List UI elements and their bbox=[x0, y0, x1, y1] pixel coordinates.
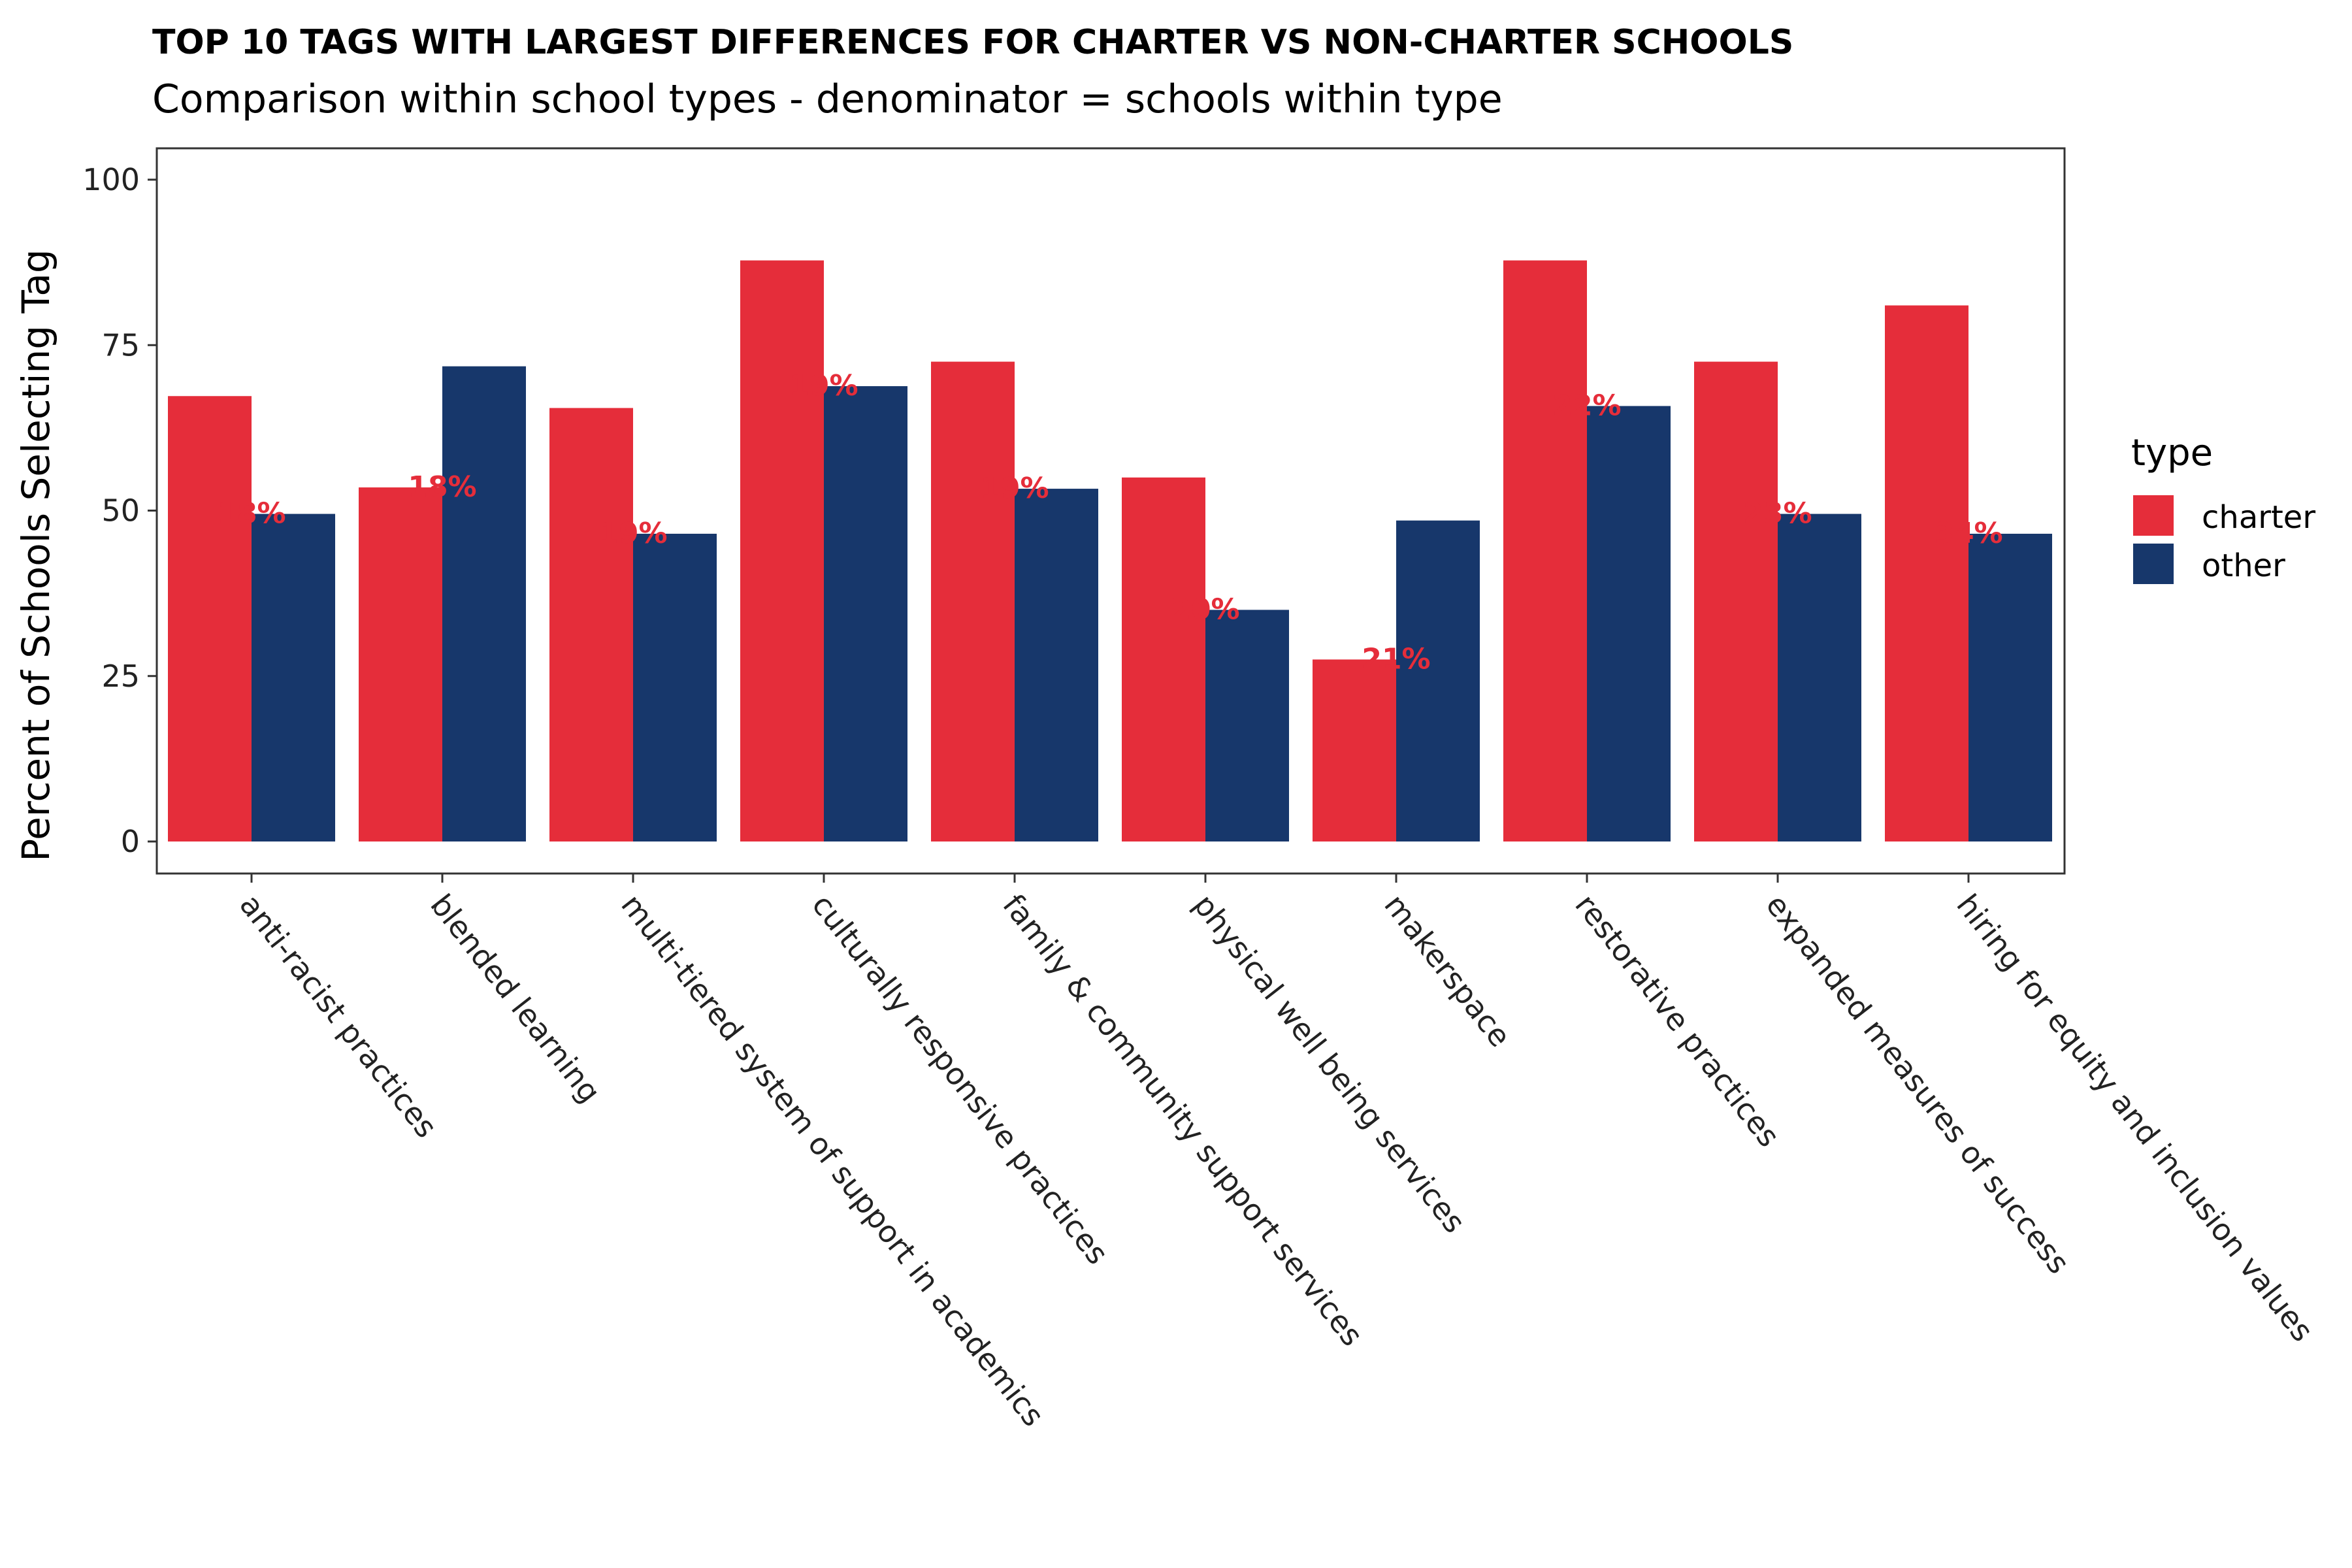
data-label-multi-tiered-system-of-support-in-academics: 19% bbox=[598, 517, 667, 550]
y-tick-label-0: 0 bbox=[121, 824, 140, 859]
bar-other-multi-tiered-system-of-support-in-academics bbox=[633, 533, 717, 841]
legend: type charter other bbox=[2131, 432, 2315, 584]
y-axis: 0 25 50 75 100 bbox=[82, 162, 157, 859]
x-tick-label-anti-racist-practices: anti-racist practices bbox=[233, 888, 444, 1145]
legend-swatch-charter bbox=[2133, 495, 2174, 536]
data-label-culturally-responsive-practices: 19% bbox=[789, 369, 858, 402]
bar-other-makerspace bbox=[1396, 520, 1480, 841]
legend-label-charter: charter bbox=[2202, 499, 2315, 536]
y-tick-label-75: 75 bbox=[101, 327, 140, 363]
bar-other-physical-well-being-services bbox=[1205, 610, 1289, 841]
x-tick-label-multi-tiered-system-of-support-in-academics: multi-tiered system of support in academ… bbox=[614, 888, 1051, 1433]
bar-charter-culturally-responsive-practices bbox=[740, 260, 824, 841]
y-tick-label-25: 25 bbox=[101, 659, 140, 694]
bar-charter-hiring-for-equity-and-inclusion-values bbox=[1885, 305, 1968, 842]
bar-charter-restorative-practices bbox=[1503, 260, 1587, 841]
bar-other-family-community-support-services bbox=[1015, 489, 1098, 841]
data-label-blended-learning: 18% bbox=[408, 470, 476, 504]
x-tick-label-blended-learning: blended learning bbox=[423, 888, 608, 1109]
data-label-hiring-for-equity-and-inclusion-values: 34% bbox=[1934, 517, 2002, 550]
bar-other-expanded-measures-of-success bbox=[1778, 514, 1861, 841]
x-tick-label-expanded-measures-of-success: expanded measures of success bbox=[1759, 888, 2076, 1281]
bar-charter-expanded-measures-of-success bbox=[1694, 361, 1778, 841]
bar-charter-multi-tiered-system-of-support-in-academics bbox=[549, 408, 633, 841]
chart-title: TOP 10 TAGS WITH LARGEST DIFFERENCES FOR… bbox=[152, 23, 1793, 62]
data-label-expanded-measures-of-success: 23% bbox=[1743, 497, 1812, 531]
bar-other-culturally-responsive-practices bbox=[824, 386, 907, 841]
y-tick-label-100: 100 bbox=[82, 162, 140, 197]
y-tick-label-50: 50 bbox=[101, 493, 140, 529]
bar-charter-makerspace bbox=[1313, 659, 1396, 841]
bar-other-blended-learning bbox=[442, 366, 526, 841]
x-tick-label-family-community-support-services: family & community support services bbox=[996, 888, 1370, 1353]
x-tick-label-makerspace: makerspace bbox=[1377, 888, 1518, 1054]
y-axis-label: Percent of Schools Selecting Tag bbox=[14, 249, 58, 861]
bar-other-restorative-practices bbox=[1587, 406, 1671, 841]
legend-label-other: other bbox=[2202, 547, 2285, 584]
bar-other-anti-racist-practices bbox=[252, 514, 335, 841]
bar-charter-physical-well-being-services bbox=[1122, 477, 1205, 841]
x-tick-label-restorative-practices: restorative practices bbox=[1568, 888, 1787, 1154]
data-label-restorative-practices: 22% bbox=[1552, 389, 1621, 422]
bar-charter-anti-racist-practices bbox=[168, 396, 252, 841]
bar-charter-family-community-support-services bbox=[931, 361, 1015, 841]
data-labels-group: 18% 18% 19% 19% 19% 20% 21% 22% 23% 34% bbox=[217, 369, 2002, 676]
x-tick-label-hiring-for-equity-and-inclusion-values: hiring for equity and inclusion values bbox=[1950, 888, 2320, 1348]
legend-swatch-other bbox=[2133, 544, 2174, 584]
bar-charter-blended-learning bbox=[359, 487, 442, 841]
data-label-family-community-support-services: 19% bbox=[980, 472, 1049, 505]
data-label-physical-well-being-services: 20% bbox=[1171, 593, 1239, 626]
bar-other-hiring-for-equity-and-inclusion-values bbox=[1968, 533, 2052, 841]
data-label-makerspace: 21% bbox=[1362, 642, 1430, 676]
legend-title: type bbox=[2131, 432, 2213, 474]
bars-group bbox=[168, 260, 2052, 842]
chart-subtitle: Comparison within school types - denomin… bbox=[152, 76, 1503, 122]
data-label-anti-racist-practices: 18% bbox=[217, 497, 286, 531]
